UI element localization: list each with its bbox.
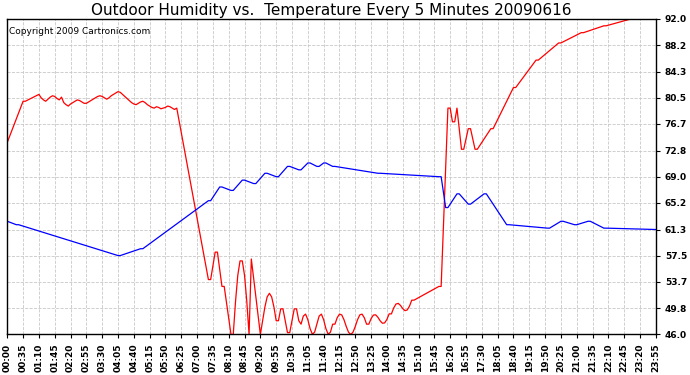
Text: Copyright 2009 Cartronics.com: Copyright 2009 Cartronics.com xyxy=(9,27,150,36)
Title: Outdoor Humidity vs.  Temperature Every 5 Minutes 20090616: Outdoor Humidity vs. Temperature Every 5… xyxy=(91,3,572,18)
